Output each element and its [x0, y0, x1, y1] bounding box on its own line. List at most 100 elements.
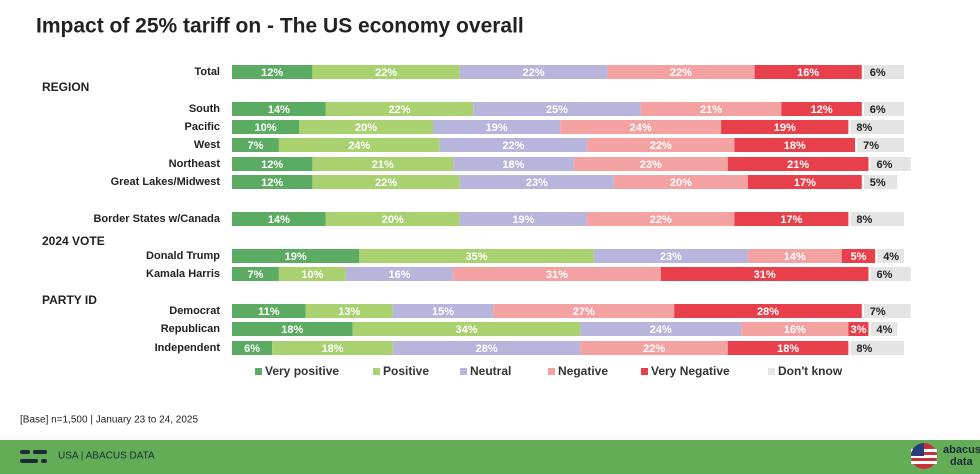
data-label: 7%: [247, 140, 263, 152]
data-label: 18%: [502, 159, 524, 171]
data-label: 15%: [432, 306, 454, 318]
legend-swatch: [460, 368, 467, 375]
data-label: 12%: [261, 159, 283, 171]
chart-title: Impact of 25% tariff on - The US economy…: [36, 15, 524, 38]
bar-segment: [325, 212, 460, 226]
data-label: 22%: [643, 343, 665, 355]
bar-segment: [848, 322, 869, 336]
bar-segment: [841, 249, 876, 263]
bar-segment: [312, 65, 460, 79]
data-label: 5%: [850, 251, 866, 263]
bar-segment: [352, 322, 581, 336]
bar-segment: [747, 175, 862, 189]
bar-segment: [493, 304, 675, 318]
bar-segment: [325, 102, 474, 116]
data-label: 8%: [856, 122, 872, 134]
bar-segment: [433, 120, 561, 134]
bar-segment: [580, 341, 728, 355]
bar-segment: [727, 341, 849, 355]
row-label: Northeast: [169, 158, 221, 170]
bar-segment: [312, 157, 454, 171]
row-label: Republican: [161, 323, 221, 335]
bar-segment: [593, 249, 748, 263]
data-label: 6%: [870, 67, 886, 79]
footer-brand: USA | ABACUS DATA: [58, 451, 155, 462]
data-label: 16%: [784, 324, 806, 336]
data-label: 25%: [546, 104, 568, 116]
data-label: 6%: [244, 343, 260, 355]
data-label: 3%: [850, 324, 866, 336]
bar-segment: [870, 322, 898, 336]
data-label: 34%: [455, 324, 477, 336]
bar-segment: [345, 267, 454, 281]
bar-segment: [870, 157, 911, 171]
data-label: 17%: [780, 214, 802, 226]
data-label: 27%: [573, 306, 595, 318]
bar-segment: [741, 322, 849, 336]
bar-segment: [232, 304, 306, 318]
bar-segment: [870, 267, 911, 281]
data-label: 19%: [512, 214, 534, 226]
bar-segment: [863, 65, 904, 79]
bar-segment: [459, 212, 588, 226]
data-label: 31%: [546, 269, 568, 281]
legend-swatch: [768, 368, 775, 375]
data-label: 19%: [774, 122, 796, 134]
data-label: 31%: [754, 269, 776, 281]
data-label: 20%: [382, 214, 404, 226]
row-label: Donald Trump: [146, 250, 220, 262]
data-label: 18%: [784, 140, 806, 152]
data-label: 21%: [787, 159, 809, 171]
bar-segment: [459, 175, 614, 189]
bar-segment: [573, 157, 728, 171]
logo-text: abacus: [943, 444, 980, 456]
bar-segment: [232, 120, 299, 134]
legend-label: Positive: [383, 364, 429, 378]
bar-segment: [232, 102, 326, 116]
data-label: 28%: [476, 343, 498, 355]
bar-segment: [734, 212, 849, 226]
bar-segment: [580, 322, 742, 336]
data-label: 20%: [670, 177, 692, 189]
bar-segment: [299, 120, 433, 134]
bar-segment: [278, 267, 346, 281]
bar-segment: [607, 65, 755, 79]
bar-segment: [232, 212, 326, 226]
data-label: 14%: [268, 214, 290, 226]
bar-segment: [278, 138, 440, 152]
data-label: 4%: [883, 251, 899, 263]
data-label: 14%: [784, 251, 806, 263]
row-label: Total: [195, 66, 220, 78]
legend-label: Negative: [558, 364, 608, 378]
data-label: 35%: [466, 251, 488, 263]
data-label: 22%: [650, 140, 672, 152]
data-label: 6%: [877, 269, 893, 281]
base-note: [Base] n=1,500 | January 23 to 24, 2025: [20, 415, 198, 426]
data-label: 23%: [640, 159, 662, 171]
footer-icon: [20, 450, 47, 463]
row-label: South: [189, 103, 220, 115]
data-label: 18%: [777, 343, 799, 355]
data-label: 22%: [375, 177, 397, 189]
bar-segment: [850, 341, 904, 355]
legend-swatch: [548, 368, 555, 375]
bar-segment: [232, 175, 313, 189]
legend-swatch: [373, 368, 380, 375]
bar-segment: [232, 65, 313, 79]
row-label: Independent: [155, 342, 221, 354]
bar-segment: [877, 249, 904, 263]
bar-segment: [439, 138, 588, 152]
data-label: 19%: [486, 122, 508, 134]
legend-swatch: [641, 368, 648, 375]
data-label: 17%: [794, 177, 816, 189]
bar-segment: [660, 267, 869, 281]
data-label: 19%: [285, 251, 307, 263]
data-label: 22%: [375, 67, 397, 79]
data-label: 14%: [268, 104, 290, 116]
data-label: 24%: [630, 122, 652, 134]
legend-swatch: [255, 368, 262, 375]
bar-segment: [232, 341, 273, 355]
data-label: 22%: [650, 214, 672, 226]
footer-band: [0, 440, 980, 474]
